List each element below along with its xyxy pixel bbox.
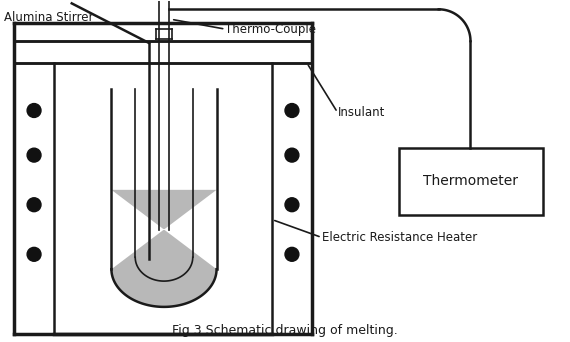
- Text: Insulant: Insulant: [337, 106, 385, 119]
- Circle shape: [285, 104, 299, 117]
- Circle shape: [27, 247, 41, 261]
- Circle shape: [27, 104, 41, 117]
- Circle shape: [27, 198, 41, 212]
- Text: Thermometer: Thermometer: [424, 174, 519, 188]
- Circle shape: [27, 148, 41, 162]
- Text: Alumina Stirrer: Alumina Stirrer: [5, 11, 94, 24]
- Text: Electric Resistance Heater: Electric Resistance Heater: [321, 231, 477, 244]
- Text: Thermo-Couple: Thermo-Couple: [226, 23, 316, 36]
- Polygon shape: [111, 190, 217, 307]
- Circle shape: [285, 247, 299, 261]
- Polygon shape: [14, 41, 312, 63]
- Circle shape: [285, 198, 299, 212]
- Polygon shape: [399, 148, 543, 215]
- Circle shape: [285, 148, 299, 162]
- Text: Fig.3 Schematic drawing of melting.: Fig.3 Schematic drawing of melting.: [172, 324, 398, 337]
